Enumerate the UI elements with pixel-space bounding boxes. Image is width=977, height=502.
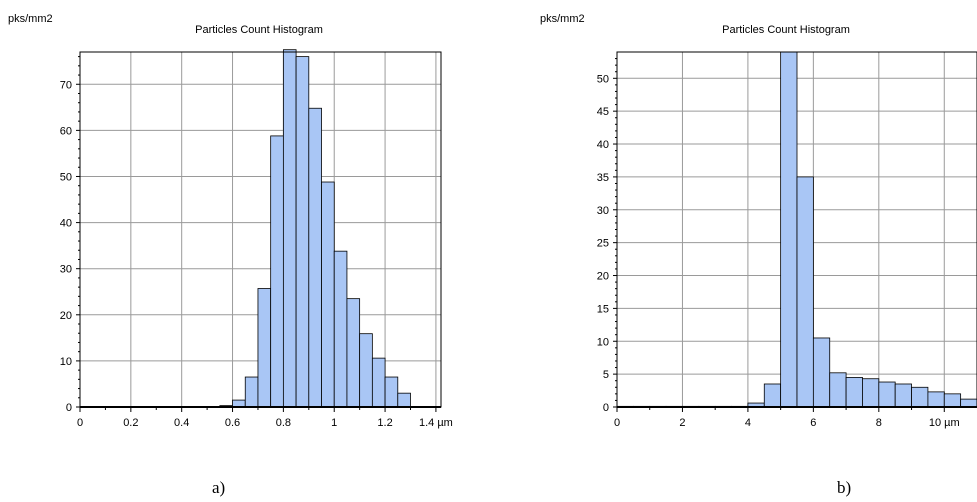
histogram-bar bbox=[927, 391, 945, 408]
y-tick-label: 0 bbox=[66, 402, 72, 414]
histogram-panel-b: pks/mm2 Particles Count Histogram 0 2 4 6 8 1… bbox=[540, 13, 977, 429]
y-tick-label: 15 bbox=[597, 303, 609, 315]
x-tick-label: 0.2 bbox=[123, 417, 138, 429]
y-tick-label: 50 bbox=[597, 73, 609, 85]
y-tick-label: 10 bbox=[60, 356, 72, 368]
y-axis-unit-label-a: pks/mm2 bbox=[8, 13, 53, 25]
x-tick-label: 0 bbox=[614, 417, 620, 429]
histogram-bar bbox=[812, 337, 831, 408]
histogram-bar bbox=[943, 393, 962, 408]
x-tick-label: 0 bbox=[77, 417, 83, 429]
histogram-bar bbox=[321, 181, 335, 408]
y-tick-label: 20 bbox=[597, 271, 609, 283]
histogram-bar bbox=[845, 377, 863, 408]
histogram-bar bbox=[960, 398, 977, 408]
x-tick-label: 8 bbox=[876, 417, 882, 429]
histogram-bar bbox=[244, 376, 259, 408]
histogram-bar bbox=[295, 56, 310, 408]
histogram-bar bbox=[763, 383, 782, 408]
y-tick-labels-a: 0 10 20 30 40 50 60 70 bbox=[60, 79, 72, 414]
chart-title-b: Particles Count Histogram bbox=[722, 24, 850, 36]
histogram-bar bbox=[796, 176, 814, 408]
histogram-bar bbox=[829, 372, 847, 408]
histogram-bar bbox=[346, 298, 361, 408]
histogram-bar bbox=[911, 386, 929, 408]
histogram-bar bbox=[257, 288, 272, 408]
x-tick-label: 2 bbox=[679, 417, 685, 429]
x-tick-label: 0.6 bbox=[225, 417, 240, 429]
histogram-bar bbox=[878, 381, 896, 408]
histogram-bar bbox=[397, 392, 411, 408]
bars-a bbox=[79, 49, 411, 408]
histogram-bar bbox=[862, 378, 880, 408]
y-tick-label: 20 bbox=[60, 310, 72, 322]
histogram-bar bbox=[270, 135, 284, 408]
histogram-bar bbox=[333, 250, 348, 408]
x-tick-label: 0.8 bbox=[276, 417, 291, 429]
y-tick-label: 25 bbox=[597, 238, 609, 250]
x-tick-label: 1 bbox=[331, 417, 337, 429]
histogram-bar bbox=[780, 51, 798, 408]
y-tick-label: 10 bbox=[597, 336, 609, 348]
x-tick-labels-a: 0 0.2 0.4 0.6 0.8 1 1.2 1.4 µm bbox=[77, 417, 453, 429]
y-tick-label: 40 bbox=[60, 218, 72, 230]
x-tick-label: 4 bbox=[745, 417, 751, 429]
x-tick-label: 10 µm bbox=[929, 417, 960, 429]
y-tick-label: 45 bbox=[597, 106, 609, 118]
x-tick-label: 1.2 bbox=[377, 417, 392, 429]
histogram-bar bbox=[308, 107, 322, 408]
y-axis-unit-label-b: pks/mm2 bbox=[540, 13, 585, 25]
y-tick-label: 60 bbox=[60, 125, 72, 137]
y-tick-labels-b: 0 5 10 15 20 25 30 35 40 45 50 bbox=[597, 73, 609, 414]
histogram-bar bbox=[359, 333, 373, 408]
y-tick-label: 30 bbox=[60, 264, 72, 276]
histogram-bar bbox=[894, 383, 912, 408]
chart-title-a: Particles Count Histogram bbox=[195, 24, 323, 36]
histogram-bar bbox=[232, 399, 246, 408]
bars-b bbox=[616, 51, 977, 408]
histogram-bar bbox=[371, 357, 386, 408]
y-tick-label: 40 bbox=[597, 139, 609, 151]
histogram-bar bbox=[384, 376, 399, 408]
y-tick-label: 0 bbox=[603, 402, 609, 414]
caption-b: b) bbox=[837, 478, 852, 497]
histogram-bar bbox=[282, 49, 297, 408]
y-tick-label: 30 bbox=[597, 205, 609, 217]
y-tick-label: 35 bbox=[597, 172, 609, 184]
caption-a: a) bbox=[212, 478, 226, 497]
y-tick-label: 50 bbox=[60, 171, 72, 183]
y-tick-label: 70 bbox=[60, 79, 72, 91]
ticks-a bbox=[76, 56, 441, 412]
x-tick-label: 0.4 bbox=[174, 417, 189, 429]
x-tick-labels-b: 0 2 4 6 8 10 µm bbox=[614, 417, 960, 429]
ticks-b bbox=[613, 58, 977, 412]
y-tick-label: 5 bbox=[603, 369, 609, 381]
histogram-panel-a: pks/mm2 Particles Count Histogram 0 0.2 0.… bbox=[8, 13, 453, 429]
x-tick-label: 1.4 µm bbox=[419, 417, 453, 429]
x-tick-label: 6 bbox=[810, 417, 816, 429]
